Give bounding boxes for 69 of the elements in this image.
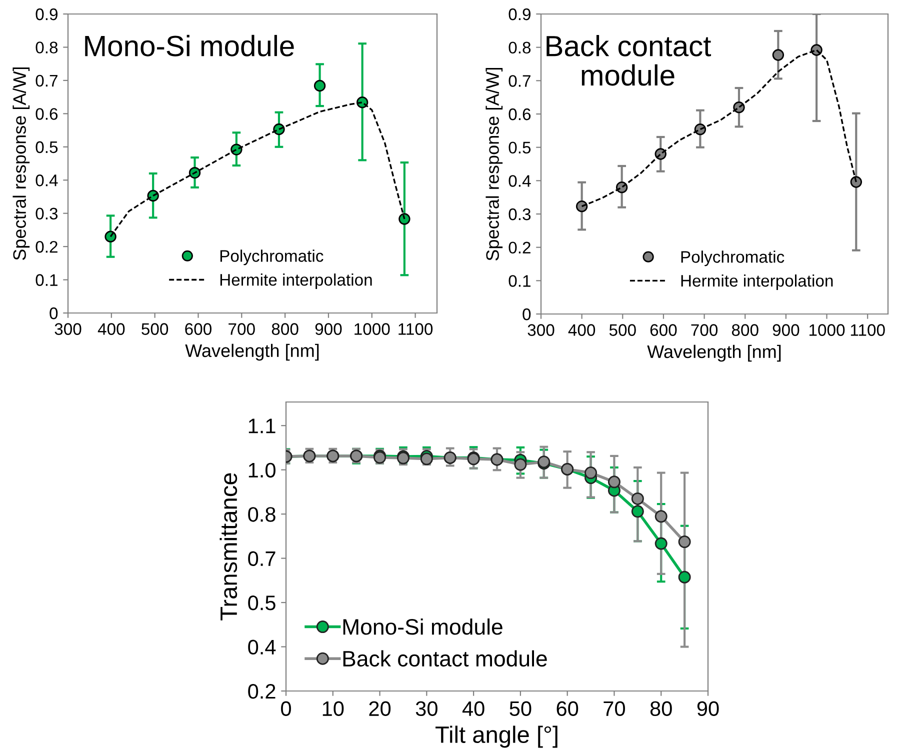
x-tick-label: 500 — [142, 323, 168, 335]
y-tick-label: 0.2 — [508, 242, 530, 254]
legend-label: Mono-Si module — [343, 618, 502, 635]
y-tick-label: 0.3 — [508, 208, 531, 220]
y-tick-label: 0.6 — [36, 108, 58, 120]
y-tick-label: 0.7 — [248, 551, 276, 566]
x-tick-label: 800 — [272, 323, 298, 335]
y-tick-label: 0.2 — [248, 684, 276, 699]
x-tick-label: 400 — [98, 323, 125, 335]
x-axis-title: Wavelength [nm] — [647, 344, 781, 362]
x-tick-label: 500 — [609, 324, 636, 336]
x-tick-label: 10 — [322, 701, 344, 716]
x-tick-label: 50 — [510, 701, 532, 716]
text: Mono-Si module — [85, 34, 294, 56]
y-axis-title: Spectral response [A/W] — [486, 68, 503, 261]
y-tick-label: 0.1 — [36, 274, 58, 286]
y-tick-label: 0.8 — [248, 507, 276, 522]
y-tick-label: 0.1 — [508, 275, 530, 287]
y-tick-label: 0.2 — [36, 240, 58, 253]
y-tick-label: 0.5 — [36, 141, 58, 154]
y-tick-label: 0.9 — [36, 8, 58, 20]
text: Back contact module — [546, 35, 712, 86]
y-axis-title: Transmittance — [220, 473, 238, 620]
x-tick-label: 900 — [315, 323, 342, 335]
y-tick-label: 0.4 — [248, 640, 276, 655]
x-tick-label: 600 — [650, 324, 677, 336]
y-axis-title: Spectral response [A/W] — [12, 67, 30, 260]
y-tick-label: 1.0 — [248, 462, 276, 478]
y-tick-label: 0.7 — [36, 74, 58, 87]
y-tick-label: 1.1 — [248, 418, 276, 434]
legend-label: Hermite interpolation — [220, 273, 372, 290]
x-tick-label: 300 — [54, 323, 82, 335]
legend-label: Polychromatic — [220, 250, 324, 266]
y-tick-label: 0.3 — [36, 208, 58, 220]
x-tick-label: 0 — [281, 701, 291, 716]
x-tick-label: 40 — [462, 701, 484, 716]
y-tick-label: 0 — [50, 307, 58, 320]
y-tick-label: 0 — [522, 308, 531, 320]
x-tick-label: 30 — [416, 701, 438, 716]
y-tick-label: 0.5 — [248, 596, 276, 610]
x-tick-label: 70 — [604, 701, 625, 716]
x-tick-label: 90 — [697, 701, 719, 716]
x-tick-label: 1100 — [398, 323, 433, 335]
x-tick-label: 20 — [369, 701, 391, 716]
x-tick-label: 700 — [228, 323, 255, 335]
x-tick-label: 80 — [650, 701, 672, 716]
x-axis-title: Wavelength [nm] — [185, 344, 319, 361]
x-tick-label: 300 — [528, 324, 554, 336]
y-tick-label: 0.8 — [36, 42, 58, 54]
y-tick-label: 0.4 — [36, 174, 58, 186]
x-axis-title: Tilt angle [°] — [436, 726, 558, 748]
x-tick-label: 1000 — [810, 324, 845, 336]
y-tick-label: 0.7 — [508, 75, 530, 87]
legend-label: Hermite interpolation — [681, 274, 833, 290]
x-tick-label: 700 — [691, 324, 718, 336]
legend-label: Polychromatic — [681, 250, 784, 266]
y-tick-label: 0.5 — [508, 142, 531, 154]
y-tick-label: 0.4 — [508, 175, 531, 187]
x-tick-label: 600 — [185, 323, 212, 335]
y-tick-label: 0.8 — [508, 42, 531, 54]
x-tick-label: 900 — [772, 324, 800, 336]
x-tick-label: 1100 — [850, 324, 885, 336]
x-tick-label: 800 — [732, 324, 758, 336]
x-tick-label: 60 — [556, 701, 578, 716]
y-tick-label: 0.9 — [508, 8, 530, 20]
x-tick-label: 1000 — [354, 323, 390, 335]
x-tick-label: 400 — [568, 324, 596, 336]
y-tick-label: 0.6 — [508, 108, 531, 120]
legend-label: Back contact module — [343, 650, 547, 667]
